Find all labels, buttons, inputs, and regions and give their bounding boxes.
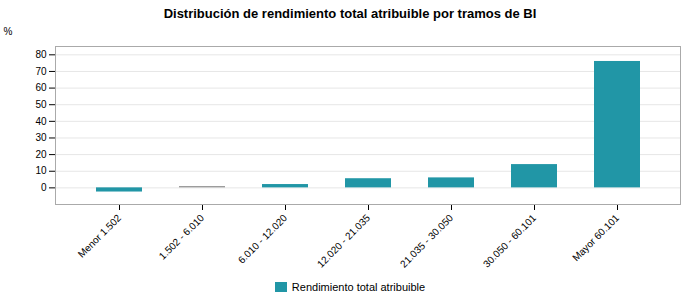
- svg-text:60: 60: [35, 82, 47, 93]
- svg-text:70: 70: [35, 66, 47, 77]
- svg-text:0: 0: [41, 182, 47, 193]
- svg-text:20: 20: [35, 149, 47, 160]
- svg-text:Menor 1.502: Menor 1.502: [76, 212, 124, 260]
- svg-text:30: 30: [35, 132, 47, 143]
- svg-text:80: 80: [35, 49, 47, 60]
- svg-text:Mayor 60.101: Mayor 60.101: [570, 212, 621, 263]
- svg-text:50: 50: [35, 99, 47, 110]
- svg-text:10: 10: [35, 165, 47, 176]
- svg-text:30.050 - 60.101: 30.050 - 60.101: [481, 212, 539, 270]
- svg-text:1.502 - 6.010: 1.502 - 6.010: [157, 212, 207, 262]
- html-text:Distribución de rendimiento to: Distribución de rendimiento total atribu…: [163, 6, 537, 21]
- svg-text:21.035 - 30.050: 21.035 - 30.050: [398, 212, 456, 270]
- html-text:Rendimiento total atribuible: Rendimiento total atribuible: [291, 281, 426, 293]
- svg-text:6.010 - 12.020: 6.010 - 12.020: [236, 212, 290, 266]
- svg-text:%: %: [4, 26, 13, 37]
- svg-text:40: 40: [35, 116, 47, 127]
- svg-text:12.020 - 21.035: 12.020 - 21.035: [315, 212, 373, 270]
